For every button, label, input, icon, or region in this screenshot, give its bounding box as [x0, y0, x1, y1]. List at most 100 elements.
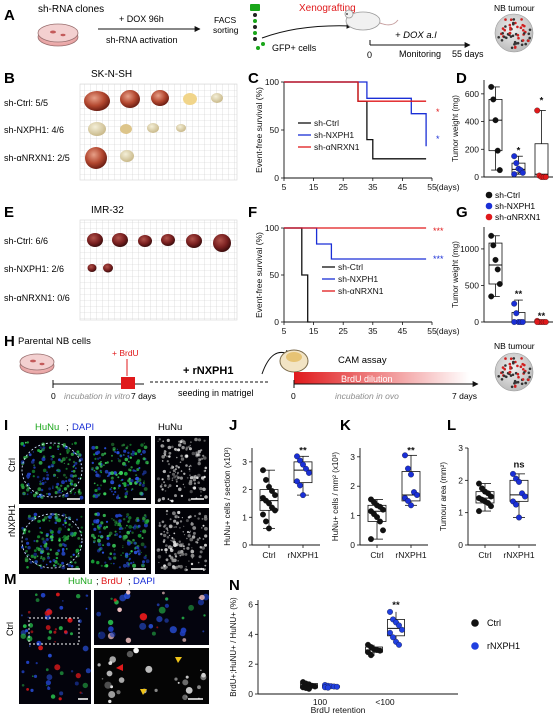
cell-speck — [62, 549, 65, 552]
cell-speck — [187, 543, 191, 546]
cell-speck — [71, 483, 73, 486]
y-tick-label: 0 — [350, 540, 355, 550]
cell-speck — [202, 538, 205, 540]
y-tick-label: 2 — [248, 659, 253, 669]
cell-speck — [68, 619, 71, 622]
cell-speck — [161, 460, 164, 462]
cell-speck — [42, 540, 47, 544]
cell-speck — [114, 490, 117, 494]
cell-speck — [105, 525, 109, 529]
cell-speck — [68, 523, 71, 526]
cell-speck — [71, 526, 73, 528]
tumour-cell — [503, 367, 507, 371]
cell-speck — [58, 539, 61, 542]
legend-entry: rNXPH1 — [487, 641, 520, 651]
x-tick-label: 25 — [338, 326, 348, 336]
cell-speck — [195, 540, 198, 544]
legend-entry: sh-NXPH1 — [314, 130, 354, 140]
cell-speck — [106, 535, 109, 538]
data-point — [492, 117, 499, 124]
data-point — [513, 160, 520, 167]
cell-speck — [123, 482, 127, 486]
tumour-cell — [520, 43, 524, 47]
cell-speck — [165, 597, 169, 601]
cell-speck — [79, 495, 84, 500]
cell-speck — [47, 636, 52, 640]
cell-speck — [170, 499, 174, 503]
cell-speck — [97, 526, 101, 530]
panel-l: L 0 1 2 3 Tumour area (mm²) Ctrl rNXPH1 ns — [439, 417, 536, 560]
cell-speck — [200, 449, 203, 452]
panel-letter: L — [447, 417, 456, 434]
cell-speck — [175, 565, 179, 569]
e-row-label: sh-Ctrl: 6/6 — [4, 236, 48, 246]
legend-entry: sh-Ctrl — [338, 262, 363, 272]
cell-speck — [106, 461, 109, 464]
cell-speck — [61, 494, 65, 498]
cell-speck — [56, 482, 60, 486]
cell-speck — [191, 535, 196, 539]
cell-speck — [46, 471, 48, 474]
cell-speck — [200, 494, 202, 497]
cell-speck — [70, 555, 73, 558]
cell-speck — [169, 626, 177, 634]
cell-speck — [37, 564, 40, 567]
cell-speck — [143, 487, 148, 491]
tumour-cell — [513, 46, 517, 49]
cell-speck — [104, 681, 112, 689]
data-point — [408, 502, 414, 509]
cell-speck — [183, 525, 185, 527]
tumour-cell — [513, 379, 517, 383]
cell-speck — [97, 542, 102, 547]
rnxph1-label: + rNXPH1 — [183, 365, 233, 377]
cell-speck — [178, 443, 182, 447]
cell-speck — [165, 544, 168, 547]
cell-speck — [177, 550, 182, 555]
y-axis-label: Tumor weight (mg) — [451, 241, 460, 308]
cell-speck — [115, 522, 118, 524]
cell-speck — [122, 454, 125, 456]
incubation-ovo-label: incubation in ovo — [335, 391, 399, 401]
cell-speck — [202, 487, 206, 492]
y-tick-label: 100 — [265, 77, 279, 87]
cell-speck — [48, 653, 52, 658]
cell-speck — [190, 562, 194, 566]
cell-speck — [143, 514, 147, 517]
cell-speck — [164, 484, 167, 487]
cell-speck — [163, 530, 165, 533]
cell-speck — [132, 451, 136, 454]
legend-entry: Ctrl — [487, 618, 501, 628]
cell-speck — [179, 554, 182, 557]
cell-speck — [143, 445, 148, 450]
cell-speck — [171, 546, 173, 548]
cell-speck — [197, 450, 201, 454]
cell-speck — [184, 552, 188, 556]
cell-speck — [159, 485, 163, 488]
cell-speck — [53, 630, 57, 634]
cell-speck — [108, 699, 112, 704]
tumour-cell — [519, 365, 523, 369]
cell-speck — [40, 496, 44, 499]
tumour-cell — [516, 364, 519, 368]
cell-speck — [176, 456, 178, 459]
data-point — [542, 174, 549, 180]
cell-speck — [74, 441, 77, 445]
cell-speck — [82, 645, 89, 652]
cell-speck — [164, 548, 168, 552]
cell-speck — [179, 461, 182, 464]
data-point — [519, 169, 526, 176]
cell-speck — [187, 516, 191, 519]
cell-speck — [69, 491, 73, 494]
cell-speck — [38, 461, 43, 465]
cell-speck — [119, 471, 123, 475]
cell-speck — [37, 487, 42, 492]
cell-speck — [126, 524, 128, 527]
cell-speck — [192, 487, 195, 489]
cell-speck — [181, 445, 185, 450]
tumour-cell — [513, 40, 517, 44]
m-sep: ; — [128, 576, 131, 587]
cell-speck — [118, 677, 125, 683]
cell-speck — [127, 457, 130, 459]
tumour-cell — [508, 362, 512, 366]
